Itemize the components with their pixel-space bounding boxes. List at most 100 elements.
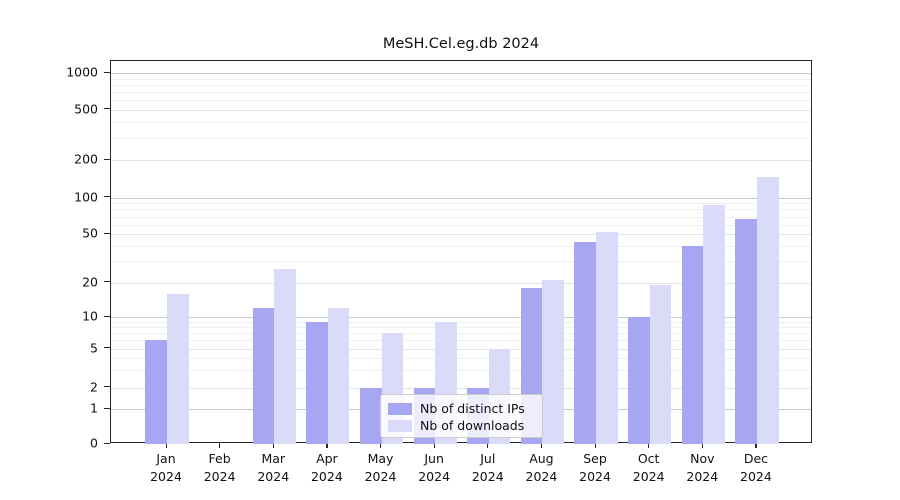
x-tick-mark <box>219 443 221 448</box>
y-tick-mark <box>104 196 110 198</box>
y-tick-label-2: 2 <box>90 379 98 395</box>
y-tick-mark <box>104 407 110 409</box>
gridline-minor <box>111 91 811 93</box>
x-tick-mark <box>380 443 382 448</box>
chart-title: MeSH.Cel.eg.db 2024 <box>382 36 540 52</box>
x-tick-month: May <box>367 451 394 466</box>
x-tick-mark <box>594 443 596 448</box>
bar-downloads-sep <box>596 232 618 444</box>
x-tick-year: 2024 <box>257 469 290 484</box>
legend-swatch-distinct-ips <box>388 402 412 415</box>
bar-distinct-ips-may <box>359 387 382 444</box>
bar-downloads-aug <box>542 280 564 444</box>
gridline-sub <box>111 160 811 162</box>
x-tick-year: 2024 <box>471 469 504 484</box>
y-tick-mark <box>104 386 110 388</box>
x-tick-label-sep: Sep 2024 <box>565 450 625 486</box>
legend-entry-downloads: Nb of downloads <box>388 417 534 434</box>
x-tick-mark <box>165 443 167 448</box>
gridline-minor <box>111 358 811 360</box>
plot-area <box>110 60 812 444</box>
x-tick-year: 2024 <box>740 469 772 484</box>
gridline-minor <box>111 340 811 342</box>
bar-distinct-ips-mar <box>252 307 275 444</box>
gridline-minor <box>111 216 811 218</box>
legend-label-downloads: Nb of downloads <box>420 418 525 433</box>
y-tick-label-100: 100 <box>74 189 98 205</box>
x-tick-mark <box>755 443 757 448</box>
y-tick-label-0: 0 <box>90 435 98 451</box>
gridline-minor <box>111 333 811 335</box>
x-tick-year: 2024 <box>632 469 665 484</box>
bar-distinct-ips-nov <box>681 246 704 444</box>
y-tick-label-500: 500 <box>74 101 98 117</box>
x-tick-label-dec: Dec 2024 <box>726 450 786 486</box>
x-tick-year: 2024 <box>310 469 343 484</box>
y-tick-mark <box>104 281 110 283</box>
y-tick-label-1: 1 <box>90 400 98 416</box>
bar-downloads-oct <box>649 285 672 444</box>
y-tick-label-5: 5 <box>90 340 98 355</box>
x-tick-month: Jul <box>480 451 496 466</box>
x-tick-label-feb: Feb 2024 <box>190 450 250 486</box>
x-tick-month: Jan <box>156 451 176 466</box>
y-tick-label-200: 200 <box>74 151 98 167</box>
x-tick-label-apr: Apr 2024 <box>297 450 357 486</box>
bar-downloads-jan <box>167 293 189 444</box>
gridline-minor <box>111 203 811 205</box>
y-tick-mark <box>104 232 110 234</box>
x-tick-mark <box>540 443 543 448</box>
bar-distinct-ips-apr <box>306 321 328 444</box>
x-tick-mark <box>326 443 328 448</box>
y-tick-mark <box>104 158 110 160</box>
x-tick-mark <box>433 443 435 448</box>
x-tick-mark <box>648 443 650 448</box>
bar-downloads-nov <box>703 205 725 444</box>
gridline-minor <box>111 261 811 263</box>
gridline-sub <box>111 234 811 236</box>
y-tick-mark <box>104 442 110 444</box>
legend-label-distinct-ips: Nb of distinct IPs <box>420 401 525 416</box>
x-tick-mark <box>272 443 274 448</box>
x-tick-label-mar: Mar 2024 <box>243 450 303 486</box>
gridline-sub <box>111 387 811 389</box>
x-tick-label-may: May 2024 <box>351 450 411 486</box>
x-tick-month: Nov <box>690 451 715 466</box>
x-tick-year: 2024 <box>150 469 182 484</box>
x-tick-year: 2024 <box>686 469 719 484</box>
x-tick-month: Apr <box>316 451 338 466</box>
x-tick-month: Feb <box>208 451 231 466</box>
y-tick-label-20: 20 <box>82 274 98 290</box>
y-tick-label-10: 10 <box>82 308 98 324</box>
gridline-minor <box>111 209 811 211</box>
bar-distinct-ips-sep <box>574 242 597 444</box>
x-tick-month: Aug <box>529 451 554 466</box>
x-tick-year: 2024 <box>418 469 451 484</box>
gridline-minor <box>111 370 811 372</box>
y-tick-mark <box>104 108 110 110</box>
x-tick-month: Dec <box>743 451 769 466</box>
x-tick-year: 2024 <box>579 469 611 484</box>
x-tick-label-oct: Oct 2024 <box>619 450 679 486</box>
x-tick-mark <box>701 443 703 448</box>
gridline-major <box>111 73 811 74</box>
x-tick-label-jan: Jan 2024 <box>136 450 196 486</box>
y-tick-mark <box>104 71 110 73</box>
y-tick-mark <box>104 347 110 349</box>
bar-distinct-ips-jan <box>145 340 167 444</box>
x-tick-year: 2024 <box>203 469 236 484</box>
x-tick-month: Sep <box>583 451 607 466</box>
gridline-minor <box>111 224 811 226</box>
x-tick-month: Mar <box>261 451 286 466</box>
gridline-minor <box>111 327 811 329</box>
gridline-minor <box>111 99 811 101</box>
x-tick-mark <box>487 443 489 448</box>
gridline-major <box>111 197 811 199</box>
gridline-sub <box>111 282 811 284</box>
x-tick-label-nov: Nov 2024 <box>672 450 732 486</box>
bar-distinct-ips-dec <box>735 218 757 444</box>
gridline-minor <box>111 78 811 80</box>
legend: Nb of distinct IPs Nb of downloads <box>380 394 543 438</box>
x-tick-month: Jun <box>424 451 444 466</box>
